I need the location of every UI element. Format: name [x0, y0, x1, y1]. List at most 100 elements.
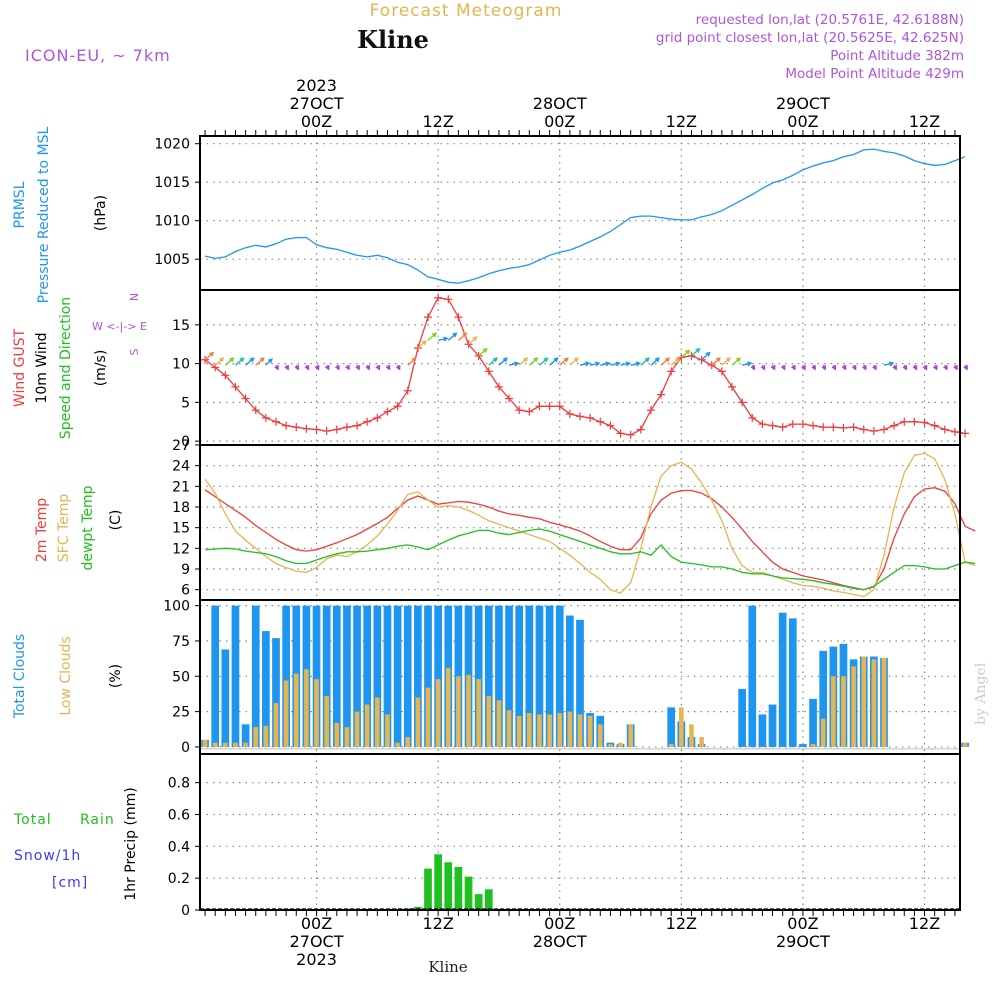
wind-arrow: [284, 364, 289, 371]
wind-arrow: [650, 357, 661, 366]
bar-total-clouds: [778, 612, 787, 747]
label-low-clouds: Low Clouds: [58, 636, 74, 715]
wind-arrow: [518, 357, 529, 366]
bar-total-clouds: [667, 707, 676, 747]
bar-low-clouds: [557, 713, 563, 747]
y-tick-label: 1010: [154, 214, 190, 230]
bar-low-clouds: [679, 707, 684, 747]
y-tick-label: 1015: [154, 175, 190, 191]
wind-arrow: [204, 351, 215, 361]
gust-marker: [657, 390, 666, 399]
bar-low-clouds: [496, 700, 502, 747]
bar-low-clouds: [233, 742, 238, 747]
wind-arrow: [750, 364, 756, 371]
bar-rain: [474, 894, 483, 910]
bar-total-clouds: [353, 605, 361, 747]
bar-total-clouds: [241, 724, 250, 747]
bar-low-clouds: [871, 659, 877, 747]
wind-arrow: [841, 364, 847, 371]
bar-low-clouds: [253, 727, 259, 747]
series-line-t2m: [204, 487, 976, 591]
plot-layer: 1005101010151020051015691215182124270255…: [154, 76, 976, 969]
wind-arrow: [457, 332, 468, 341]
wind-arrow: [365, 364, 370, 371]
bar-total-clouds: [788, 618, 797, 747]
bar-low-clouds: [385, 714, 390, 747]
gust-marker: [900, 417, 909, 426]
wind-arrow: [731, 357, 742, 366]
gust-marker: [819, 423, 828, 432]
bar-total-clouds: [738, 689, 746, 747]
bar-total-clouds: [545, 605, 554, 747]
gust-marker: [525, 407, 534, 416]
gust-marker: [646, 406, 655, 415]
bar-total-clouds: [211, 605, 220, 747]
bar-low-clouds: [516, 715, 522, 747]
bar-rain: [464, 876, 473, 910]
y-tick-label: 10: [172, 357, 190, 373]
bar-total-clouds: [383, 605, 392, 747]
compass-north: N: [128, 293, 141, 301]
bar-low-clouds: [466, 674, 471, 747]
y-tick-label: 0: [181, 903, 190, 919]
bar-low-clouds: [293, 673, 299, 747]
y-tick-label: 6: [181, 583, 190, 599]
gust-marker: [798, 420, 807, 429]
wind-arrow: [932, 364, 938, 371]
gust-marker: [434, 293, 443, 302]
gust-marker: [231, 382, 240, 391]
y-tick-label: 15: [172, 521, 190, 537]
wind-arrow: [265, 358, 273, 366]
gust-marker: [809, 421, 818, 430]
gust-marker: [403, 386, 412, 395]
panel-frame-precip: [199, 753, 961, 911]
y-tick-label: 0.8: [168, 776, 190, 792]
panel-frame-pressure: [199, 135, 961, 291]
wind-arrow: [691, 347, 701, 357]
series-line-tsfc: [204, 452, 976, 598]
gust-marker: [940, 425, 949, 434]
y-tick-label: 0.4: [168, 839, 190, 855]
bar-low-clouds: [476, 679, 481, 747]
wind-arrow: [780, 364, 786, 371]
gust-marker: [272, 417, 280, 426]
y-tick-label: 12: [172, 541, 190, 557]
bar-low-clouds: [577, 714, 583, 747]
bar-total-clouds: [748, 605, 757, 747]
y-tick-label: 1020: [154, 137, 190, 153]
label-sfc-temp: SFC Temp: [56, 494, 72, 563]
label-speed-direction: Speed and Direction: [58, 297, 74, 439]
gust-marker: [667, 367, 676, 376]
bar-total-clouds: [515, 605, 524, 747]
bar-low-clouds: [668, 744, 674, 747]
gust-marker: [555, 402, 564, 411]
gust-marker: [950, 427, 959, 436]
y-tick-label: 24: [172, 459, 190, 475]
time-label-top: 29OCT: [776, 94, 830, 113]
wind-arrow: [468, 336, 478, 345]
wind-arrow: [912, 364, 918, 371]
wind-arrow: [811, 364, 816, 371]
gust-marker: [778, 423, 787, 432]
bar-total-clouds: [505, 605, 513, 747]
bar-low-clouds: [831, 676, 836, 747]
gust-marker: [707, 361, 716, 370]
label-pressure-msl: Pressure Reduced to MSL: [36, 126, 52, 303]
wind-arrow: [335, 364, 340, 371]
wind-arrow: [559, 357, 569, 366]
bar-rain: [434, 854, 442, 910]
bar-low-clouds: [841, 676, 846, 747]
series-line-prmsl: [204, 148, 966, 284]
label-snow: Snow/1h: [14, 848, 81, 864]
bar-low-clouds: [364, 704, 370, 747]
wind-arrow: [569, 357, 579, 366]
bar-total-clouds: [373, 605, 382, 747]
y-tick-label: 0.6: [168, 807, 190, 823]
label-total: Total: [13, 812, 52, 828]
gust-marker: [464, 340, 473, 349]
gust-marker: [545, 402, 554, 411]
bar-low-clouds: [628, 724, 633, 747]
bar-low-clouds: [861, 656, 867, 747]
bar-total-clouds: [758, 714, 767, 747]
